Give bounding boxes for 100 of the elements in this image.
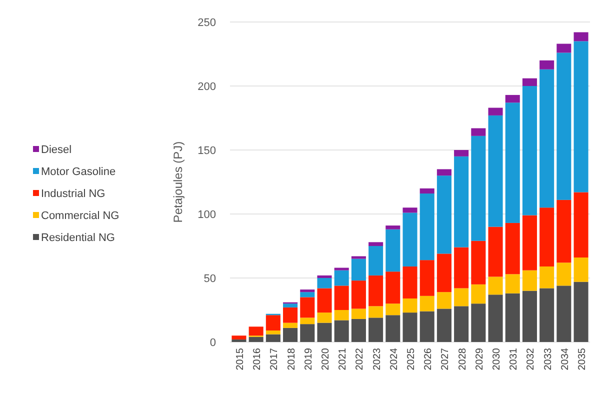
bar (386, 304, 400, 316)
x-tick-label: 2029 (474, 348, 486, 370)
bar (574, 41, 588, 192)
legend-label: Motor Gasoline (41, 166, 116, 178)
x-tick-label: 2031 (508, 348, 520, 370)
bar (368, 242, 384, 246)
bar (402, 266, 418, 298)
bar (556, 44, 572, 53)
bar (540, 208, 554, 266)
bar (556, 52, 572, 200)
x-tick-label: 2020 (320, 348, 332, 370)
bar (317, 322, 332, 342)
bar (334, 320, 349, 342)
bar (436, 292, 452, 309)
bar (436, 308, 452, 342)
bar (574, 32, 588, 42)
bar (420, 188, 434, 194)
x-tick-label: 2026 (423, 348, 434, 370)
bar (522, 290, 537, 342)
legend-label: Industrial NG (41, 188, 106, 200)
bar (471, 304, 486, 342)
bar (454, 150, 469, 156)
x-tick-label: 2023 (372, 348, 383, 370)
x-tick-label: 2033 (542, 348, 554, 370)
x-tick-label: 2016 (252, 348, 264, 370)
bar (574, 258, 588, 282)
bar (317, 278, 332, 288)
y-axis-title: Petajoules (PJ) (171, 141, 185, 223)
x-tick-label: 2025 (406, 348, 417, 370)
bar (454, 247, 469, 288)
bar (317, 288, 332, 313)
bar (436, 254, 452, 292)
bar (540, 266, 554, 288)
bar (300, 324, 315, 342)
legend-label: Diesel (41, 144, 72, 156)
x-tick-label: 2032 (526, 348, 537, 370)
bar (351, 280, 366, 309)
bar (266, 330, 280, 334)
bar (386, 226, 400, 230)
bar (436, 169, 452, 176)
bar (334, 268, 349, 270)
bar (351, 256, 366, 259)
x-tick-label: 2030 (492, 348, 503, 370)
bar (471, 240, 486, 284)
x-tick-label: 2017 (269, 348, 280, 370)
y-tick-label: 150 (198, 145, 216, 157)
bar (283, 304, 298, 308)
bar (574, 192, 588, 258)
bar (488, 276, 503, 295)
x-tick-label: 2034 (560, 348, 571, 370)
x-tick-label: 2028 (457, 348, 468, 370)
bar (283, 307, 298, 323)
bar (420, 260, 434, 296)
bar (556, 262, 572, 286)
y-tick-label: 0 (210, 337, 216, 349)
bar (283, 328, 298, 342)
legend-label: Commercial NG (41, 210, 120, 222)
bar (522, 78, 537, 86)
bar (454, 306, 469, 342)
bar (505, 222, 520, 274)
y-tick-label: 100 (198, 209, 216, 221)
y-tick-label: 200 (198, 81, 216, 93)
bar (334, 270, 349, 286)
bar (351, 308, 366, 319)
x-tick-label: 2018 (286, 348, 298, 370)
bar (386, 229, 400, 272)
bar (488, 115, 503, 227)
bar (522, 215, 537, 270)
bar (505, 94, 520, 103)
bar (334, 310, 349, 320)
x-tick-label: 2024 (388, 348, 400, 370)
bar (232, 336, 246, 340)
bar (266, 334, 280, 342)
bar (232, 339, 246, 342)
bar (402, 298, 418, 313)
bar (574, 282, 588, 342)
bar (505, 293, 520, 342)
bar (471, 284, 486, 304)
x-tick-label: 2019 (303, 348, 314, 370)
bar (300, 290, 315, 292)
bar (522, 86, 537, 216)
bar (300, 292, 315, 298)
bar (248, 336, 264, 342)
bar (368, 275, 384, 306)
bar (471, 136, 486, 241)
bar (248, 326, 264, 336)
bar (420, 296, 434, 312)
bar (368, 318, 384, 342)
bar (317, 275, 332, 278)
bar (386, 315, 400, 342)
bar (368, 306, 384, 318)
bar (317, 312, 332, 323)
bar (420, 311, 434, 342)
bar (300, 318, 315, 324)
bar (454, 156, 469, 248)
bar (300, 297, 315, 318)
bar (556, 286, 572, 342)
bar (488, 294, 503, 342)
bar (386, 272, 400, 304)
bar (334, 286, 349, 310)
